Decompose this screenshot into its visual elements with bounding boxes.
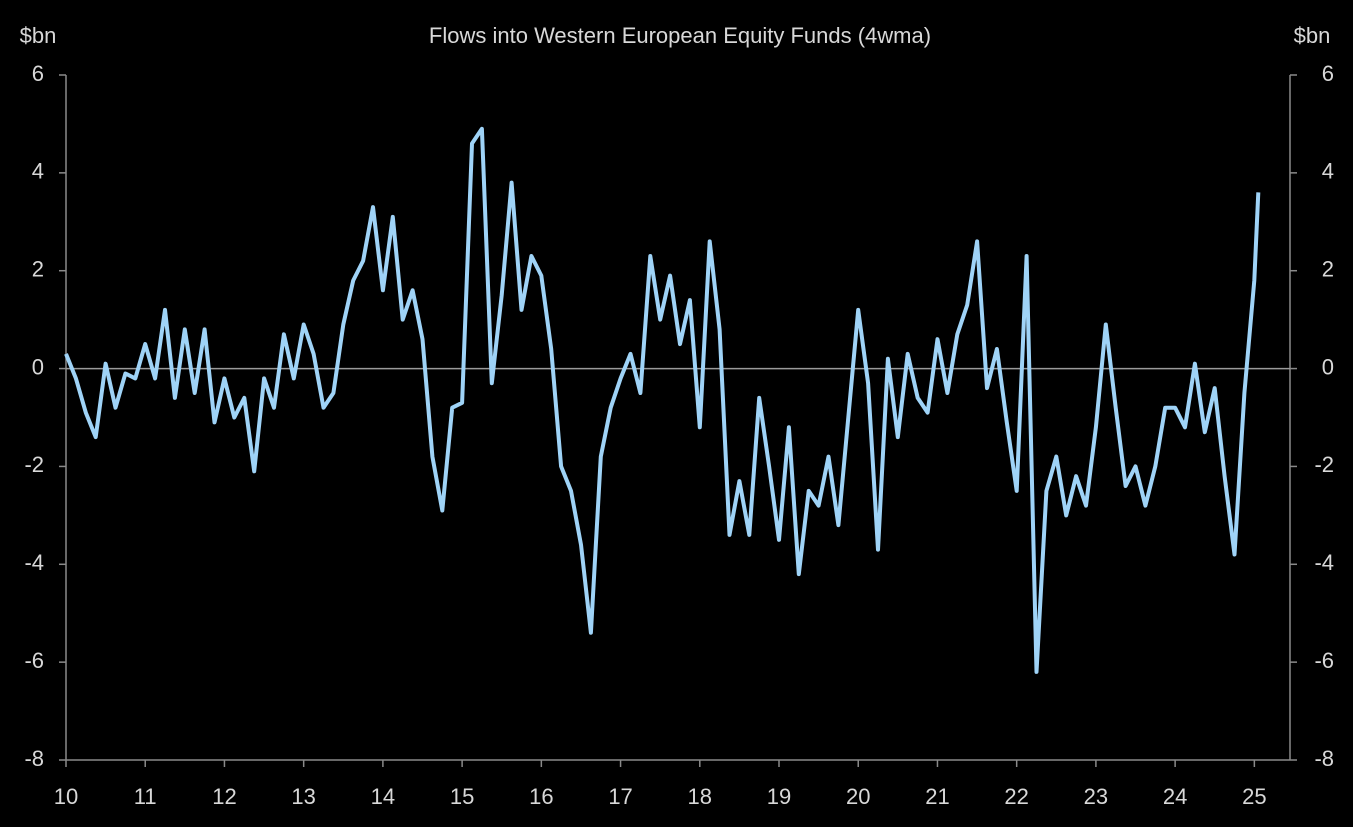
y-tick-label: 6: [32, 61, 44, 86]
y-tick-label: -4: [24, 550, 44, 575]
x-tick-label: 25: [1242, 784, 1266, 809]
y2-tick-label: -8: [1314, 746, 1334, 771]
chart-title: Flows into Western European Equity Funds…: [429, 23, 931, 48]
x-tick-label: 23: [1084, 784, 1108, 809]
x-tick-label: 14: [371, 784, 395, 809]
y-tick-label: -6: [24, 648, 44, 673]
x-tick-label: 13: [291, 784, 315, 809]
y2-tick-label: 6: [1322, 61, 1334, 86]
x-tick-label: 10: [54, 784, 78, 809]
y2-tick-label: -4: [1314, 550, 1334, 575]
y2-tick-label: 4: [1322, 159, 1334, 184]
x-tick-label: 12: [212, 784, 236, 809]
x-tick-label: 17: [608, 784, 632, 809]
x-tick-label: 20: [846, 784, 870, 809]
data-line: [64, 126, 1261, 674]
y-tick-label: -8: [24, 746, 44, 771]
y-axis-label: $bn: [20, 23, 57, 48]
y2-axis-label: $bn: [1294, 23, 1331, 48]
y2-tick-label: 2: [1322, 257, 1334, 282]
x-tick-label: 11: [134, 784, 157, 809]
y2-tick-label: -6: [1314, 648, 1334, 673]
y-tick-label: 0: [32, 354, 44, 379]
x-tick-label: 16: [529, 784, 553, 809]
x-tick-label: 18: [688, 784, 712, 809]
x-tick-label: 15: [450, 784, 474, 809]
x-tick-label: 21: [925, 784, 949, 809]
x-tick-label: 24: [1163, 784, 1187, 809]
y2-tick-label: 0: [1322, 354, 1334, 379]
y-tick-label: -2: [24, 452, 44, 477]
x-tick-label: 22: [1004, 784, 1028, 809]
y2-tick-label: -2: [1314, 452, 1334, 477]
y-tick-label: 4: [32, 159, 44, 184]
y-tick-label: 2: [32, 257, 44, 282]
x-tick-label: 19: [767, 784, 791, 809]
